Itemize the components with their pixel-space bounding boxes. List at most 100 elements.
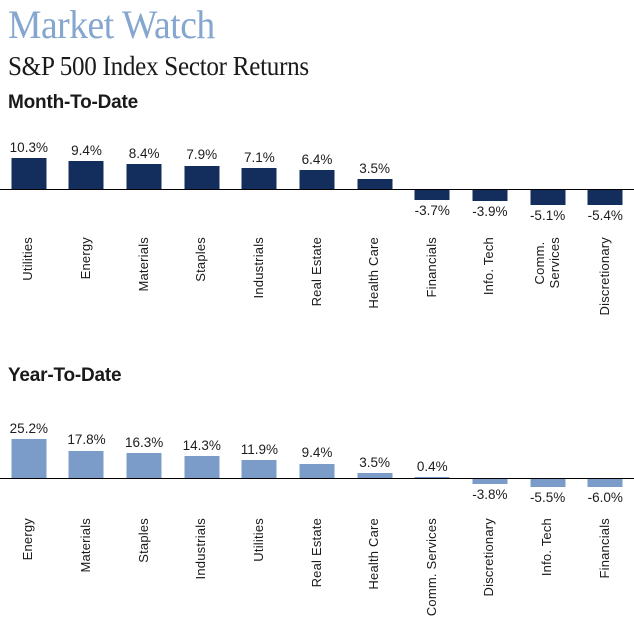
category-label: Staples [135, 518, 151, 563]
category-label: Real Estate [308, 518, 324, 588]
value-label: 11.9% [240, 441, 279, 457]
bar [11, 158, 47, 190]
bar [587, 189, 623, 206]
bar [68, 450, 104, 479]
category-column: Energy [58, 237, 116, 352]
category-label: Financials [423, 237, 439, 298]
value-label: 9.4% [301, 445, 333, 461]
category-column: Health Care [346, 518, 404, 644]
bar [126, 164, 162, 190]
bar [472, 478, 508, 484]
category-column: Industrials [231, 237, 289, 352]
bar [414, 477, 450, 479]
bar [299, 170, 335, 190]
bar [587, 478, 623, 488]
category-label: Comm. Services [531, 237, 562, 289]
category-column: Utilities [231, 518, 289, 644]
value-label: 7.1% [243, 149, 275, 165]
category-column: Health Care [346, 237, 404, 352]
value-label: 3.5% [359, 160, 391, 176]
category-label: Staples [193, 237, 209, 282]
bar-column: -5.5% [519, 400, 577, 508]
bar [68, 161, 104, 190]
bar-column: -3.9% [461, 124, 519, 225]
bar [126, 452, 162, 479]
bar [299, 463, 335, 479]
bar-columns: 25.2% 17.8% 16.3% 14.3% 11.9% 9.4% 3.5% 0.4% -3.… [0, 400, 634, 508]
bar [241, 459, 277, 479]
value-label: 17.8% [67, 432, 106, 448]
value-label: -3.8% [472, 487, 508, 502]
bar-column: 8.4% [115, 124, 173, 225]
category-column: Materials [115, 237, 173, 352]
value-label: 0.4% [416, 458, 448, 474]
bar-column: 17.8% [58, 400, 116, 508]
value-label: 8.4% [128, 145, 160, 161]
mtd-chart-title: Month-To-Date [8, 92, 139, 114]
bar-column: -6.0% [576, 400, 634, 508]
category-column: Discretionary [461, 518, 519, 644]
category-label: Energy [20, 518, 36, 561]
category-label: Real Estate [308, 237, 324, 307]
value-label: -3.7% [414, 203, 450, 219]
year-to-date-chart: Year-To-Date 25.2% 17.8% 16.3% 14.3% 11.9% 9.… [0, 365, 634, 644]
bar-column: 6.4% [288, 124, 346, 225]
value-label: 6.4% [301, 151, 333, 167]
category-label: Comm. Services [423, 518, 439, 617]
category-label: Financials [596, 518, 612, 579]
category-column: Utilities [0, 237, 58, 352]
ytd-chart-title: Year-To-Date [8, 365, 122, 387]
category-label: Discretionary [481, 518, 497, 597]
category-column: Discretionary [576, 237, 634, 352]
category-column: Materials [58, 518, 116, 644]
category-column: Energy [0, 518, 58, 644]
bar [11, 439, 47, 479]
value-label: 14.3% [182, 437, 221, 453]
value-label: 25.2% [9, 420, 48, 436]
category-column: Real Estate [288, 237, 346, 352]
value-label: 16.3% [124, 434, 164, 450]
category-label: Materials [77, 518, 93, 573]
mtd-category-axis: Utilities Energy Materials Staples Industria… [0, 237, 634, 352]
ytd-category-axis: Energy Materials Staples Industrials Utiliti… [0, 518, 634, 644]
x-axis-line [0, 478, 634, 480]
bar [357, 472, 393, 479]
x-axis-line [0, 189, 634, 191]
category-label: Health Care [366, 237, 382, 309]
mtd-plot-area: 10.3% 9.4% 8.4% 7.9% 7.1% 6.4% 3.5% -3.7% -3.9% -… [0, 124, 634, 225]
value-label: 10.3% [9, 140, 48, 156]
ytd-plot-area: 25.2% 17.8% 16.3% 14.3% 11.9% 9.4% 3.5% 0.4% -3.… [0, 400, 634, 508]
bar [184, 455, 220, 479]
bar-column: 16.3% [115, 400, 173, 508]
bar-columns: 10.3% 9.4% 8.4% 7.9% 7.1% 6.4% 3.5% -3.7% -3.9% -… [0, 124, 634, 225]
value-label: 7.9% [186, 147, 218, 163]
bar-column: -5.1% [519, 124, 577, 225]
bar [414, 189, 450, 201]
bar-column: 7.9% [173, 124, 231, 225]
category-column: Real Estate [288, 518, 346, 644]
page-title: Market Watch [8, 2, 215, 47]
category-label: Info. Tech [481, 237, 497, 296]
bar-column: 0.4% [403, 400, 461, 508]
value-label: 9.4% [71, 142, 102, 158]
category-column: Info. Tech [519, 518, 577, 644]
category-column: Staples [173, 237, 231, 352]
bar-column: 10.3% [0, 124, 58, 225]
bar-column: 9.4% [288, 400, 346, 508]
category-label: Utilities [20, 237, 36, 281]
bar-column: 11.9% [231, 400, 289, 508]
bar-column: 25.2% [0, 400, 58, 508]
bar-column: 3.5% [346, 400, 404, 508]
value-label: -6.0% [587, 490, 623, 506]
bar-column: 3.5% [346, 124, 404, 225]
page-subtitle: S&P 500 Index Sector Returns [8, 51, 309, 81]
bar-column: -3.8% [461, 400, 519, 508]
category-label: Materials [135, 237, 151, 292]
bar-column: 7.1% [231, 124, 289, 225]
month-to-date-chart: Month-To-Date 10.3% 9.4% 8.4% 7.9% 7.1% 6.4% 3… [0, 92, 634, 352]
category-column: Comm. Services [519, 237, 577, 352]
bar [241, 167, 277, 190]
bar-column: -3.7% [403, 124, 461, 225]
bar [357, 178, 393, 190]
